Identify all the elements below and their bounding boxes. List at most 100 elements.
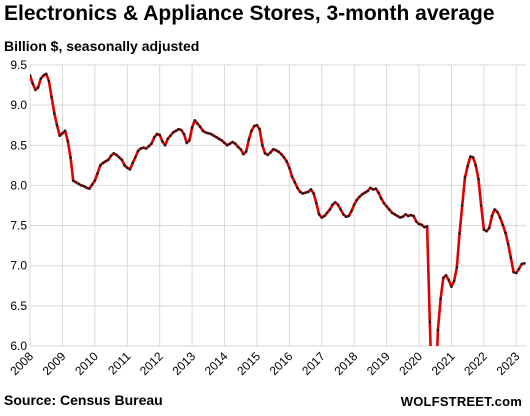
data-point — [44, 72, 48, 76]
data-point — [285, 160, 288, 163]
data-point — [150, 142, 153, 145]
data-point — [61, 131, 64, 135]
data-point — [258, 127, 261, 131]
data-point — [509, 256, 513, 259]
data-point — [115, 153, 118, 157]
data-point — [201, 129, 205, 133]
data-point — [188, 139, 191, 142]
x-tick-label: 2021 — [429, 349, 458, 378]
data-point — [236, 145, 240, 149]
data-point — [261, 143, 264, 147]
data-point — [190, 126, 194, 129]
data-point — [350, 209, 353, 213]
data-point — [82, 184, 86, 188]
data-point — [415, 220, 418, 223]
data-point — [477, 177, 480, 181]
data-point — [377, 191, 380, 194]
data-point — [306, 190, 310, 194]
data-point — [469, 155, 472, 158]
data-point — [514, 271, 518, 275]
data-point — [104, 160, 107, 163]
data-point — [196, 122, 199, 125]
data-point — [431, 409, 434, 412]
data-point — [131, 161, 134, 165]
data-point — [98, 164, 102, 167]
data-point — [320, 216, 324, 219]
data-point — [425, 225, 429, 228]
data-point — [171, 131, 175, 134]
data-point — [323, 214, 326, 218]
data-point — [471, 156, 475, 159]
data-point — [501, 223, 505, 227]
data-point — [204, 131, 207, 134]
y-tick-label: 7.5 — [10, 219, 27, 233]
data-point — [247, 138, 251, 141]
data-point — [404, 213, 407, 216]
data-point — [93, 179, 97, 182]
data-point — [393, 213, 397, 216]
data-point — [185, 141, 188, 145]
brand-label: WOLFSTREET.com — [400, 394, 522, 409]
data-point — [382, 201, 386, 205]
data-point — [128, 168, 132, 171]
data-point — [58, 134, 62, 137]
data-point — [452, 279, 456, 283]
data-point — [296, 186, 299, 190]
data-point — [134, 156, 137, 159]
x-tick-label: 2008 — [7, 349, 36, 378]
data-point — [282, 156, 286, 159]
x-tick-label: 2015 — [234, 349, 263, 378]
data-point — [374, 187, 378, 190]
data-point — [250, 129, 253, 133]
data-point — [342, 213, 345, 216]
data-point — [180, 128, 183, 132]
data-point — [315, 201, 318, 205]
data-point — [161, 139, 164, 143]
data-point — [390, 211, 394, 215]
data-point — [223, 141, 226, 145]
data-point — [77, 182, 80, 186]
data-point — [228, 142, 232, 145]
data-point — [88, 187, 91, 190]
data-point — [271, 148, 275, 151]
data-point — [455, 266, 459, 269]
data-point — [412, 214, 415, 218]
data-point — [496, 210, 499, 214]
data-point — [401, 215, 405, 219]
data-point — [123, 164, 126, 167]
data-point — [523, 262, 526, 265]
data-point — [117, 156, 121, 159]
data-point — [158, 133, 161, 137]
data-point — [193, 119, 197, 122]
data-point — [169, 134, 172, 137]
data-point — [493, 208, 496, 211]
data-point — [466, 164, 469, 168]
data-point — [460, 204, 464, 207]
y-tick-label: 6.0 — [10, 339, 27, 353]
data-point — [39, 77, 43, 80]
data-point — [463, 176, 467, 179]
y-tick-label: 9.5 — [10, 58, 27, 72]
data-point — [53, 111, 56, 115]
data-point — [71, 179, 75, 182]
data-point — [312, 192, 315, 195]
data-point — [220, 139, 224, 142]
data-point — [442, 276, 445, 280]
data-point — [498, 216, 502, 219]
data-point — [266, 153, 270, 157]
data-point — [277, 150, 280, 154]
x-tick-label: 2012 — [137, 349, 166, 378]
data-point — [163, 143, 167, 147]
data-point — [490, 214, 494, 218]
data-point — [107, 158, 110, 162]
data-point — [120, 158, 124, 162]
source-label: Source: Census Bureau — [4, 392, 163, 408]
data-point — [147, 144, 151, 148]
data-point — [125, 166, 129, 170]
chart-subtitle: Billion $, seasonally adjusted — [4, 38, 200, 54]
data-point — [347, 214, 351, 218]
data-point — [420, 223, 424, 227]
data-point — [198, 125, 202, 129]
data-point — [31, 82, 34, 85]
data-point — [504, 231, 507, 235]
